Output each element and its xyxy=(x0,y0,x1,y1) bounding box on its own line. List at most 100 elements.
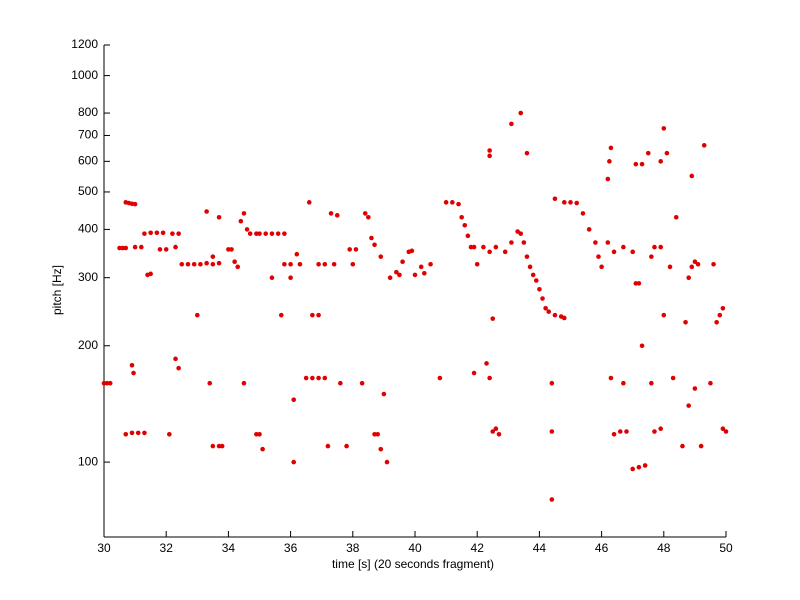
x-tick-label: 34 xyxy=(222,541,236,555)
data-point xyxy=(621,380,626,386)
data-point xyxy=(288,275,293,280)
data-point xyxy=(269,275,275,280)
data-point xyxy=(649,380,654,386)
data-point xyxy=(537,286,542,292)
data-point xyxy=(645,150,651,156)
data-point xyxy=(658,159,663,164)
data-point xyxy=(325,443,331,449)
data-point xyxy=(409,248,415,254)
x-tick-label: 30 xyxy=(97,541,111,555)
data-point xyxy=(642,463,648,468)
data-point xyxy=(257,432,262,437)
data-point xyxy=(686,403,691,408)
data-point xyxy=(487,153,492,159)
data-point xyxy=(160,230,166,236)
data-point xyxy=(310,375,315,381)
data-point xyxy=(154,230,160,236)
data-point xyxy=(720,305,726,311)
data-point xyxy=(658,426,663,432)
data-point xyxy=(496,432,502,437)
data-point xyxy=(148,230,153,236)
data-point xyxy=(443,200,449,205)
data-point xyxy=(331,261,337,267)
data-point xyxy=(630,249,635,255)
data-point xyxy=(689,264,695,270)
y-tick-label: 400 xyxy=(78,222,98,236)
data-point xyxy=(176,231,181,236)
data-point xyxy=(397,272,402,278)
data-point xyxy=(387,275,393,280)
data-point xyxy=(107,380,113,386)
data-point xyxy=(701,143,707,148)
data-point xyxy=(394,269,399,275)
data-point xyxy=(471,244,477,250)
data-point xyxy=(599,264,604,270)
y-tick-label: 200 xyxy=(78,338,98,352)
data-point xyxy=(418,264,424,270)
x-tick-label: 32 xyxy=(160,541,174,555)
data-point xyxy=(484,361,489,366)
data-point xyxy=(381,391,387,397)
y-tick-label: 800 xyxy=(78,105,98,119)
x-tick-label: 42 xyxy=(471,541,485,555)
data-point xyxy=(185,261,191,267)
data-point xyxy=(210,261,216,267)
y-tick-label: 600 xyxy=(78,154,98,168)
data-point xyxy=(350,261,356,267)
data-point xyxy=(490,316,496,321)
data-point xyxy=(378,254,384,259)
data-point xyxy=(135,430,141,436)
data-point xyxy=(132,201,138,207)
data-point xyxy=(269,231,275,236)
data-point xyxy=(683,319,688,325)
data-point xyxy=(191,261,197,267)
data-point xyxy=(474,261,480,267)
data-point xyxy=(216,214,222,220)
data-point xyxy=(524,254,530,259)
data-point xyxy=(372,242,377,248)
data-point xyxy=(552,312,558,318)
data-point xyxy=(316,261,321,267)
data-point xyxy=(288,261,293,267)
data-point xyxy=(711,261,716,267)
data-point xyxy=(661,312,667,318)
data-point xyxy=(282,261,287,267)
data-point xyxy=(580,211,586,216)
x-tick-label: 46 xyxy=(595,541,609,555)
data-point xyxy=(621,244,626,250)
data-point xyxy=(456,201,461,207)
data-point xyxy=(216,260,222,266)
data-point xyxy=(649,254,654,259)
data-point xyxy=(502,249,508,255)
data-point xyxy=(533,278,539,283)
data-point xyxy=(605,240,611,245)
data-point xyxy=(176,365,181,371)
data-point xyxy=(437,375,443,381)
data-point xyxy=(561,200,567,205)
x-axis-label: time [s] (20 seconds fragment) xyxy=(332,557,494,571)
data-point xyxy=(123,245,129,251)
data-point xyxy=(129,363,135,368)
data-point xyxy=(549,429,555,434)
data-point xyxy=(611,249,617,255)
data-point xyxy=(322,261,328,267)
data-point xyxy=(521,240,527,245)
data-point xyxy=(359,380,365,386)
data-point xyxy=(617,429,623,434)
data-point xyxy=(487,249,492,255)
data-point xyxy=(661,126,667,131)
data-point xyxy=(207,380,213,386)
data-point xyxy=(607,159,612,164)
data-point xyxy=(543,305,548,311)
data-point xyxy=(509,240,514,245)
data-point xyxy=(708,380,713,386)
data-point xyxy=(465,233,471,239)
data-point xyxy=(608,145,614,151)
data-point xyxy=(167,432,172,437)
data-point xyxy=(306,200,312,205)
data-point xyxy=(366,214,371,220)
data-point xyxy=(170,231,175,236)
data-point xyxy=(219,443,225,449)
data-point xyxy=(720,426,726,432)
